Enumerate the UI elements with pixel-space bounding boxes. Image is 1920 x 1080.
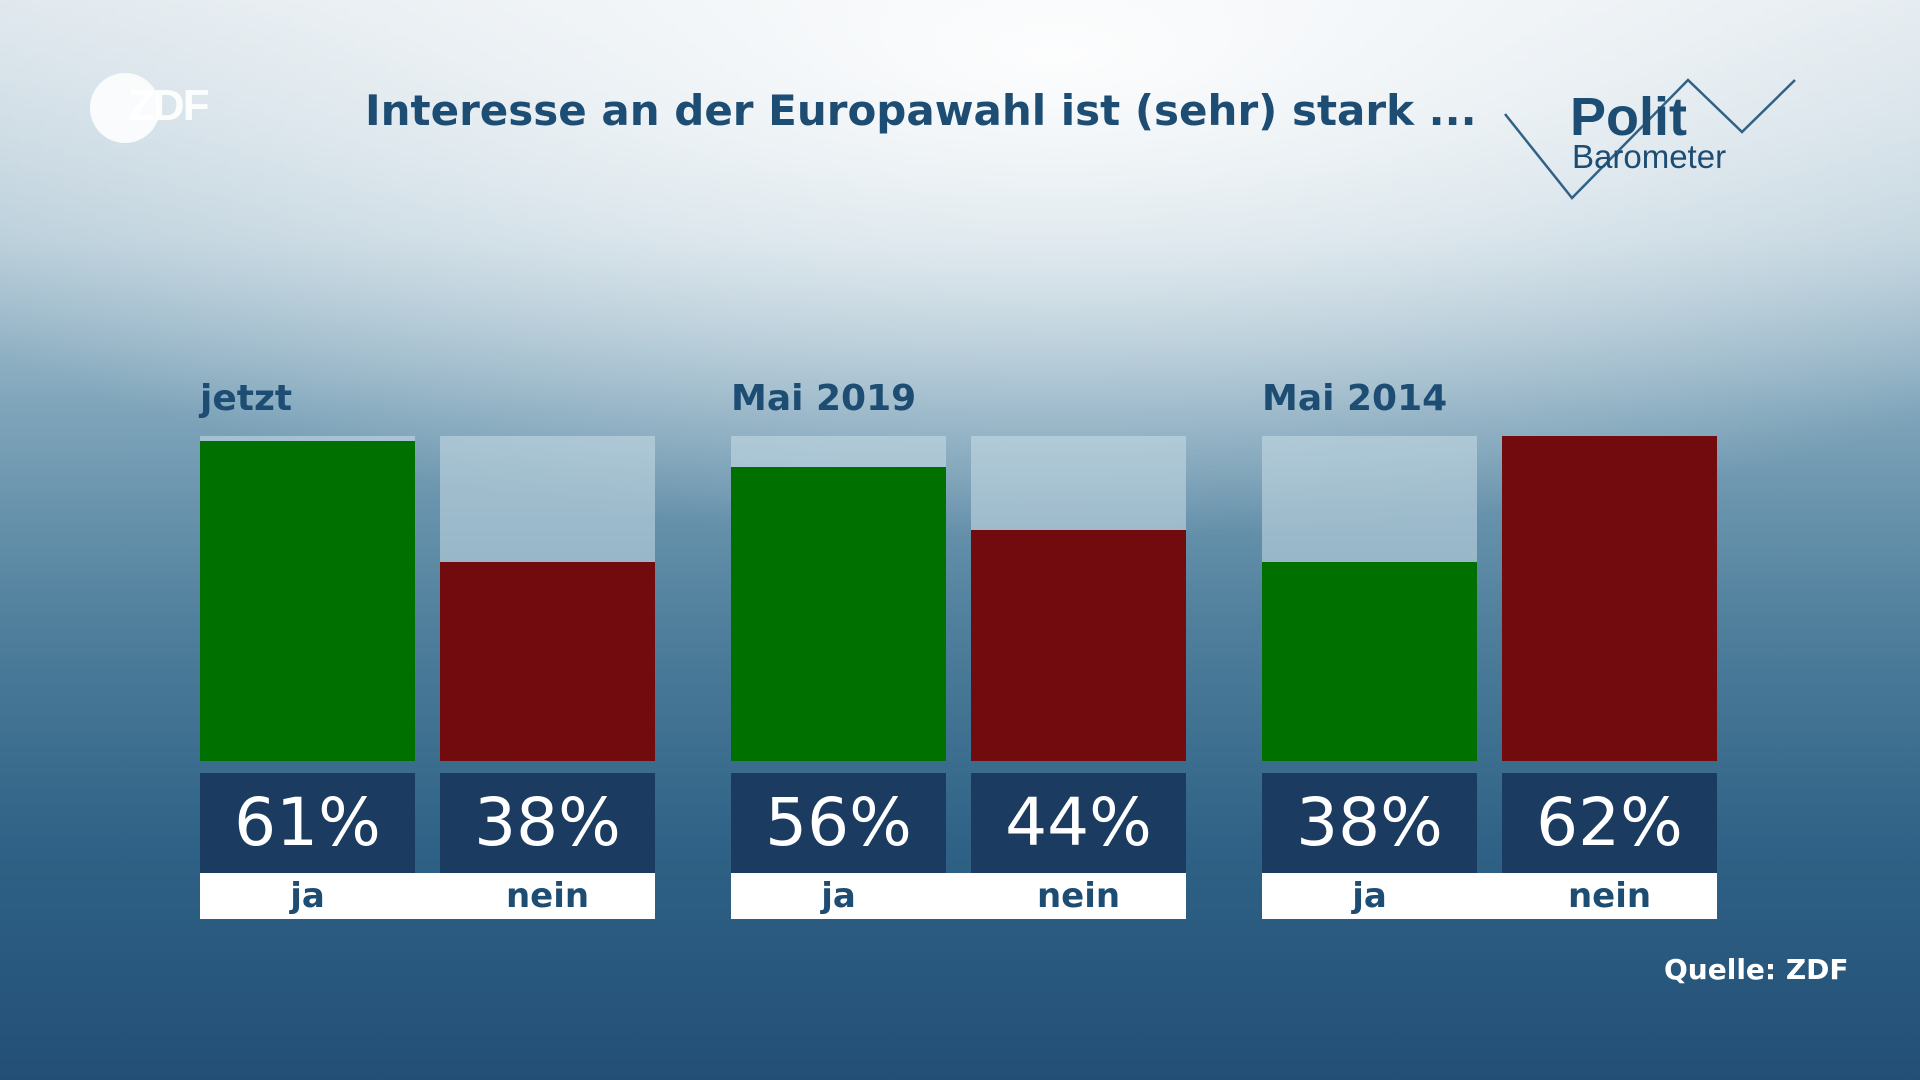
- value-label: 38%: [440, 773, 655, 873]
- zdf-logo: ZDF: [90, 73, 250, 143]
- bar-nein: [440, 561, 655, 761]
- value-label: 62%: [1502, 773, 1717, 873]
- bar-ja: [1262, 561, 1477, 761]
- category-label: nein: [1036, 876, 1121, 916]
- category-label: nein: [1567, 876, 1652, 916]
- bar-nein: [1502, 436, 1717, 761]
- bar-ja: [731, 467, 946, 761]
- bar-track: [1502, 436, 1717, 761]
- value-label: 61%: [200, 773, 415, 873]
- bar-track: [440, 436, 655, 761]
- zdf-logo-circle: [90, 73, 160, 143]
- category-label: nein: [505, 876, 590, 916]
- politbarometer-zigzag-icon: [1504, 78, 1796, 200]
- bar-ja: [200, 441, 415, 761]
- politbarometer-logo: Polit Barometer: [1500, 78, 1800, 208]
- category-label: ja: [1352, 876, 1387, 916]
- bar-track: [200, 436, 415, 761]
- politbarometer-line1: Polit: [1570, 87, 1687, 147]
- category-label: ja: [290, 876, 325, 916]
- group-label: Mai 2019: [731, 378, 917, 419]
- category-label: ja: [821, 876, 856, 916]
- category-row: [200, 873, 655, 919]
- value-label: 44%: [971, 773, 1186, 873]
- bar-nein: [971, 530, 1186, 761]
- source-note: Quelle: ZDF: [1664, 953, 1849, 986]
- chart-title: Interesse an der Europawahl ist (sehr) s…: [365, 86, 1477, 135]
- group-label: Mai 2014: [1262, 378, 1448, 419]
- bar-track: [1262, 436, 1477, 761]
- value-label: 38%: [1262, 773, 1477, 873]
- zdf-logo-text: ZDF: [128, 81, 210, 130]
- bar-track: [971, 436, 1186, 761]
- bar-track: [731, 436, 946, 761]
- value-label: 56%: [731, 773, 946, 873]
- category-row: [1262, 873, 1717, 919]
- category-row: [731, 873, 1186, 919]
- politbarometer-line2: Barometer: [1572, 138, 1727, 175]
- group-label: jetzt: [200, 378, 293, 419]
